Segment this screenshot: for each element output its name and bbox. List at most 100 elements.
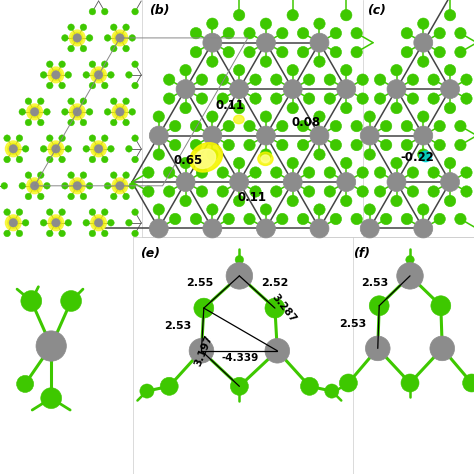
Circle shape [59,156,65,163]
Circle shape [46,82,53,89]
Circle shape [265,298,285,318]
Circle shape [330,213,342,225]
Circle shape [194,298,214,318]
Circle shape [126,219,132,226]
Circle shape [164,93,175,104]
Text: 0.08: 0.08 [292,116,320,128]
Circle shape [71,32,83,44]
Circle shape [37,193,44,200]
Circle shape [52,71,60,79]
Circle shape [455,139,466,151]
Circle shape [16,156,23,163]
Circle shape [391,64,402,76]
Circle shape [217,186,228,197]
Text: (e): (e) [140,247,160,260]
Circle shape [189,338,214,363]
Circle shape [52,219,60,227]
Circle shape [180,157,191,169]
Circle shape [47,140,64,157]
Circle shape [26,177,43,194]
Circle shape [277,213,288,225]
Circle shape [101,209,108,215]
Circle shape [207,56,218,67]
Circle shape [418,204,429,215]
Circle shape [277,27,288,39]
Circle shape [351,27,362,39]
Circle shape [310,33,329,52]
Circle shape [110,193,117,200]
Circle shape [44,182,50,189]
Circle shape [265,338,290,363]
Circle shape [111,29,128,46]
Circle shape [68,172,74,179]
Circle shape [297,27,309,39]
Circle shape [407,93,419,104]
Circle shape [287,9,299,21]
Circle shape [170,120,181,132]
Circle shape [190,213,201,225]
Circle shape [217,93,228,104]
Circle shape [89,209,96,215]
Circle shape [110,172,117,179]
Circle shape [17,375,34,392]
Circle shape [4,135,10,141]
Circle shape [260,149,272,160]
Circle shape [381,139,392,151]
Circle shape [180,64,191,76]
Circle shape [46,156,53,163]
Circle shape [203,126,222,145]
Text: 2.53: 2.53 [164,321,191,331]
Circle shape [401,139,412,151]
Circle shape [287,157,299,169]
Circle shape [260,111,272,122]
Circle shape [297,139,309,151]
Text: 3.287: 3.287 [270,292,299,324]
Circle shape [68,193,74,200]
Circle shape [65,219,72,226]
Circle shape [123,46,129,52]
Circle shape [62,109,68,115]
Circle shape [230,377,248,395]
Circle shape [7,217,19,229]
Circle shape [250,167,261,178]
Circle shape [207,18,218,29]
Circle shape [391,102,402,114]
Circle shape [461,186,472,197]
Circle shape [434,139,446,151]
Circle shape [414,33,433,52]
Circle shape [71,106,83,118]
Circle shape [360,219,379,238]
Circle shape [86,109,93,115]
Circle shape [89,9,96,15]
Circle shape [381,213,392,225]
Circle shape [86,182,93,189]
Circle shape [123,193,129,200]
Circle shape [111,177,128,194]
Circle shape [83,219,90,226]
Circle shape [418,111,429,122]
Circle shape [37,119,44,126]
Circle shape [68,24,74,30]
Circle shape [153,204,164,215]
Circle shape [203,33,222,52]
Circle shape [414,126,433,145]
Circle shape [406,255,414,264]
Circle shape [463,374,474,392]
Circle shape [223,46,235,58]
Circle shape [440,80,459,99]
Circle shape [314,56,325,67]
Circle shape [101,61,108,67]
Circle shape [37,172,44,179]
Circle shape [180,195,191,207]
Circle shape [68,46,74,52]
Circle shape [50,143,62,155]
Circle shape [47,66,64,83]
Circle shape [418,18,429,29]
Circle shape [369,296,389,316]
Circle shape [324,74,336,85]
Circle shape [303,186,315,197]
Circle shape [364,204,375,215]
Circle shape [430,336,455,361]
Circle shape [428,186,439,197]
Circle shape [196,167,208,178]
